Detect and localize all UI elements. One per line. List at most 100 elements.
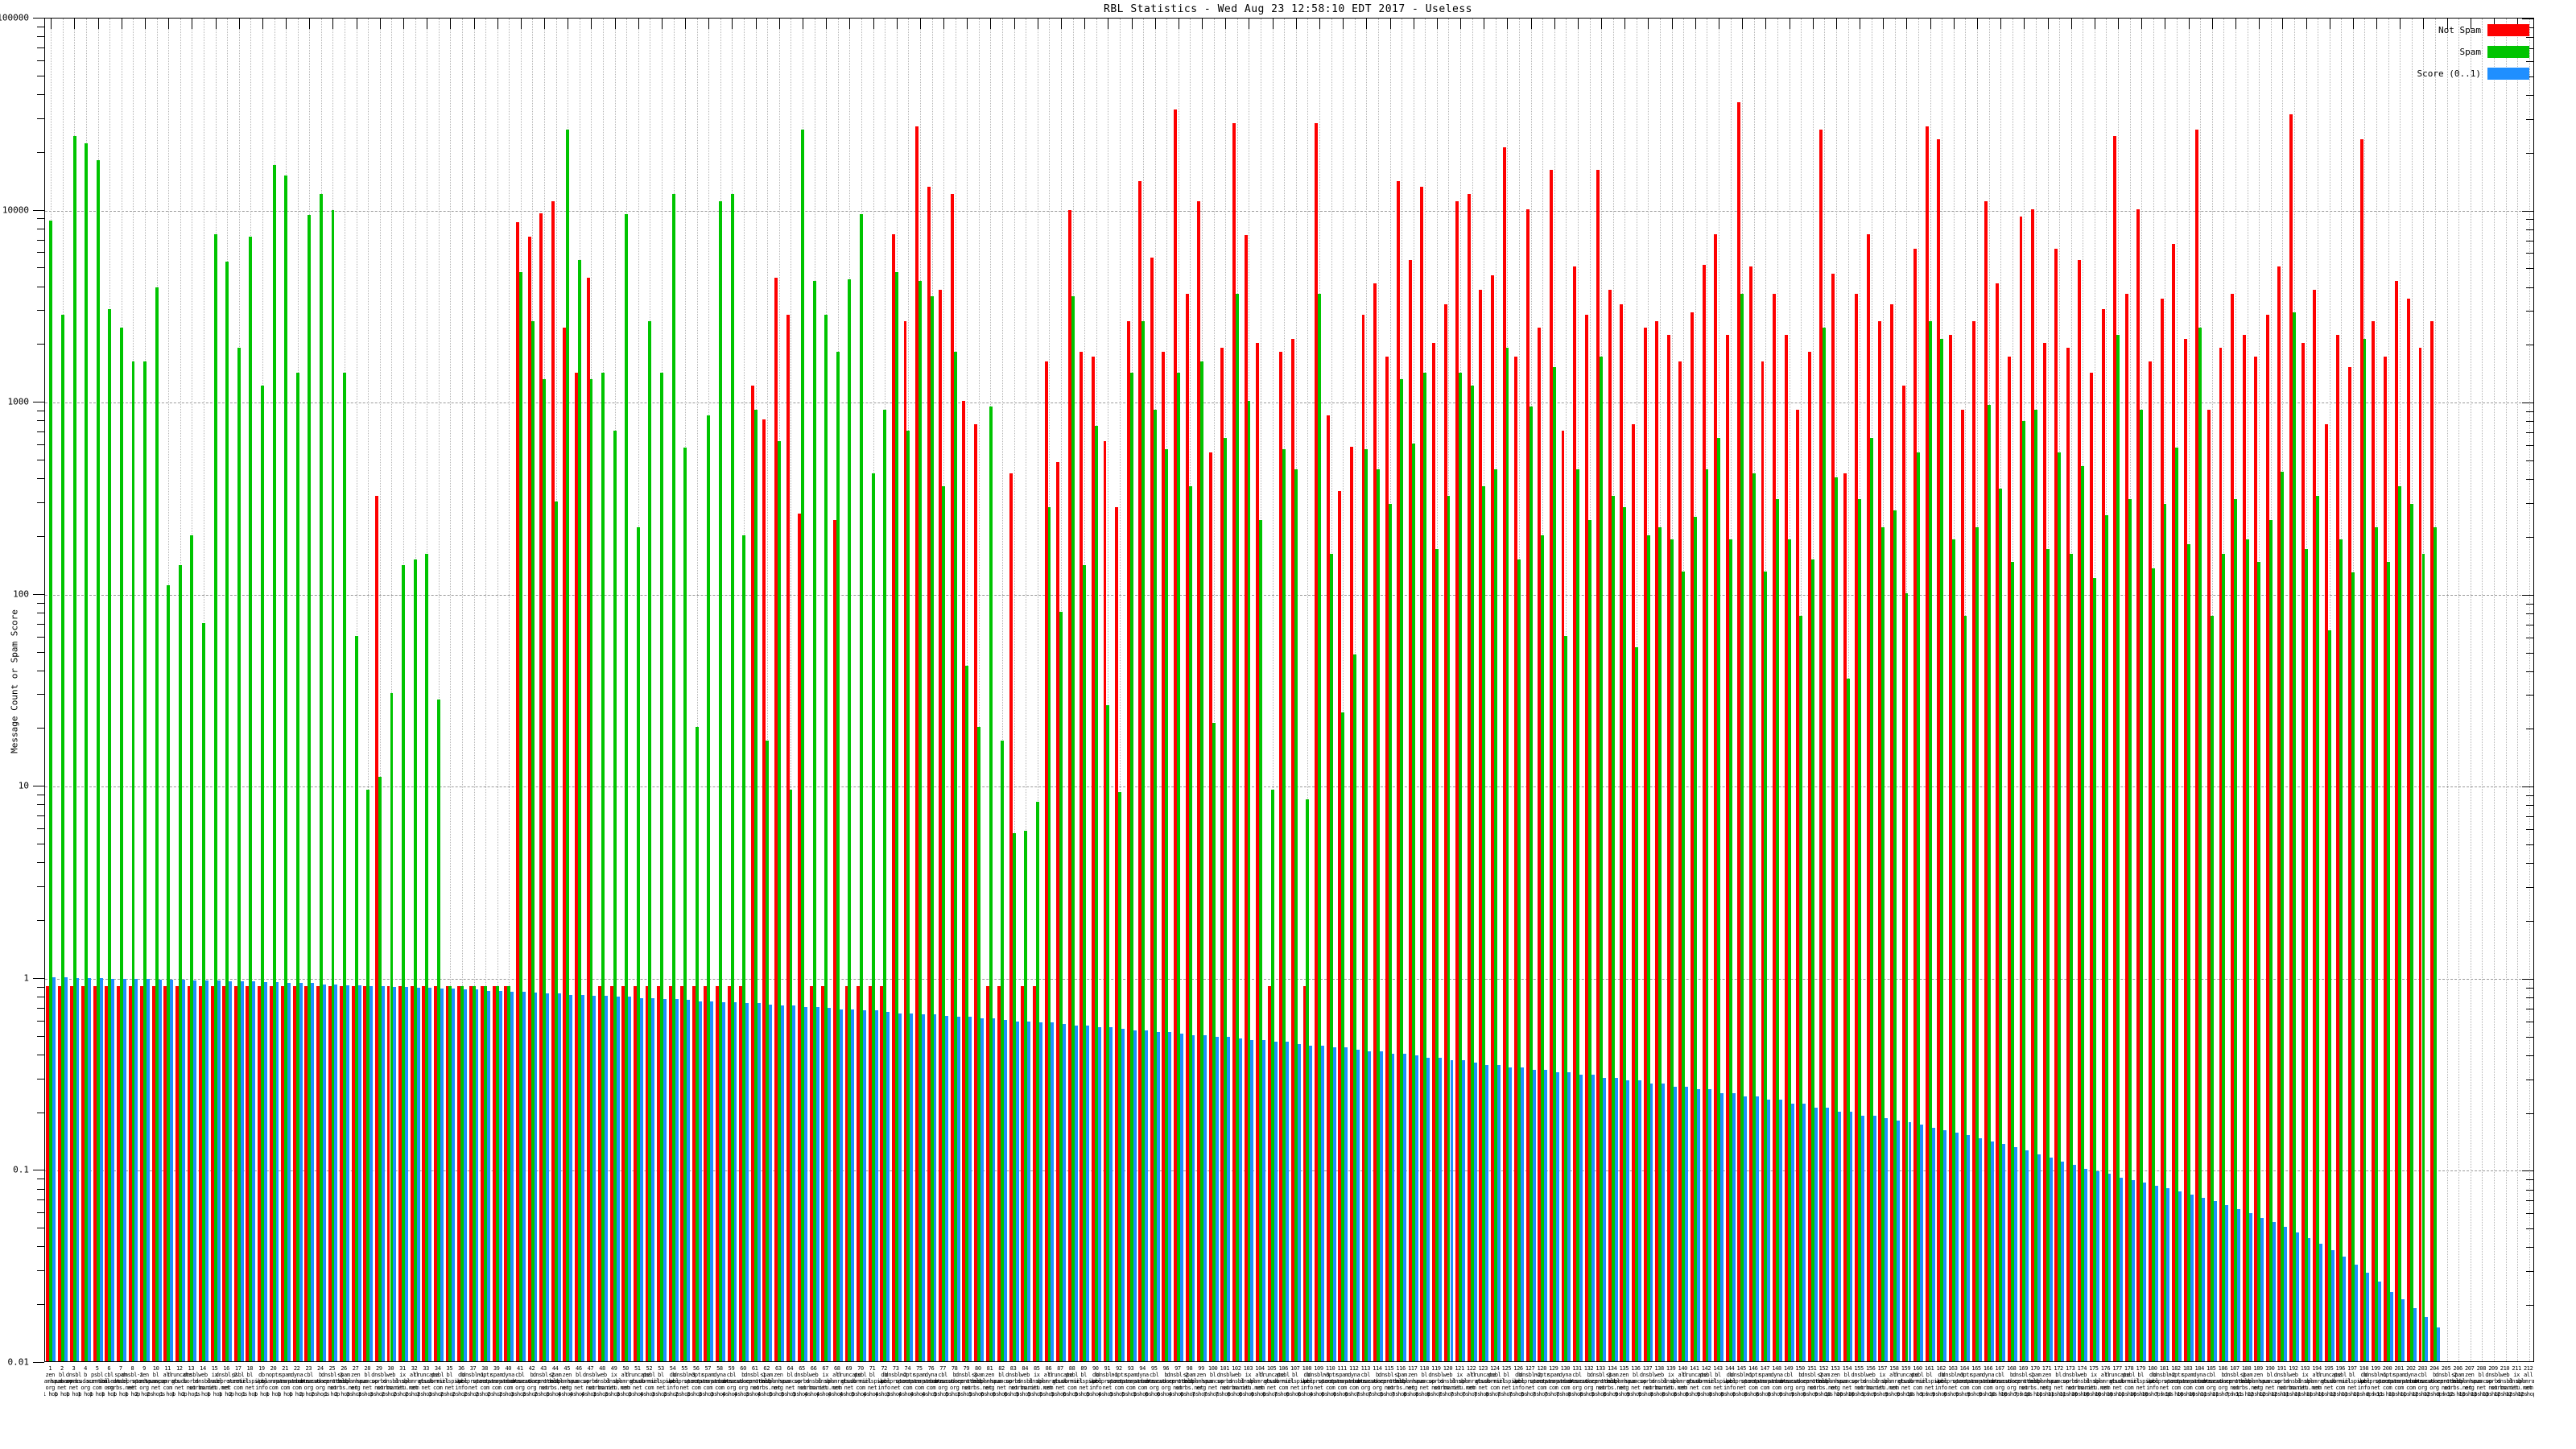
bar-score xyxy=(1532,1069,1536,1361)
y-axis-tick-minor xyxy=(37,1007,44,1009)
y-axis-tick-major xyxy=(33,593,44,595)
x-axis-tick xyxy=(2259,19,2260,29)
bar-spam xyxy=(2069,554,2073,1361)
bar-score xyxy=(1744,1096,1748,1361)
x-axis-tick-label: 166 dyna spamrats com 9 hops xyxy=(1975,1365,2000,1397)
bar-score xyxy=(639,997,643,1361)
bar-spam xyxy=(1447,496,1451,1361)
bar-score xyxy=(1133,1030,1137,1361)
bar-spam xyxy=(1212,723,1216,1361)
gridline-vertical xyxy=(544,19,546,1361)
bar-not-spam xyxy=(1855,294,1859,1361)
bar-score xyxy=(88,977,92,1361)
x-axis-tick xyxy=(168,19,170,29)
x-axis-tick xyxy=(1154,19,1156,29)
x-axis-tick-label: 116 spam dnsbl sorbs.net 7 hops xyxy=(1386,1365,1415,1397)
gridline-vertical xyxy=(555,19,557,1361)
gridline-horizontal xyxy=(45,1170,2533,1172)
bar-spam xyxy=(308,215,312,1361)
x-axis-tick-label: 60 b barracudacentral org 4 hops xyxy=(718,1365,768,1397)
bar-score xyxy=(99,977,103,1361)
bar-spam xyxy=(2409,504,2413,1361)
bar-spam xyxy=(1987,405,1991,1361)
bar-score xyxy=(181,980,185,1361)
y-axis-tick-minor-right xyxy=(2526,997,2533,998)
y-axis-tick-minor xyxy=(37,728,44,729)
y-axis-title: Message Count or Spam Score xyxy=(9,609,20,753)
bar-spam xyxy=(1294,469,1298,1361)
y-axis-tick-label: 100 xyxy=(13,588,29,600)
gridline-vertical xyxy=(215,19,217,1361)
bar-not-spam xyxy=(1937,139,1941,1361)
x-axis-tick-label: 153 zen spamhaus org 10 hops xyxy=(1823,1365,1848,1397)
y-axis-tick-minor xyxy=(37,1188,44,1190)
gridline-vertical xyxy=(1202,19,1203,1361)
gridline-vertical xyxy=(2388,19,2389,1361)
bar-score xyxy=(2084,1169,2088,1361)
bar-not-spam xyxy=(997,985,1001,1361)
bar-not-spam xyxy=(175,985,179,1361)
bar-spam xyxy=(2058,452,2062,1361)
gridline-vertical xyxy=(2000,19,2002,1361)
bar-spam xyxy=(1200,361,1204,1361)
y-axis-tick-minor-right xyxy=(2526,268,2533,270)
x-axis-tick-label: 189 zen spamhaus org 12 hops xyxy=(2245,1365,2271,1397)
bar-not-spam xyxy=(151,985,155,1361)
legend: Not Spam Spam Score (0..1) xyxy=(2320,24,2529,80)
y-axis-tick-minor-right xyxy=(2526,287,2533,288)
bar-not-spam xyxy=(1972,321,1976,1361)
bar-not-spam xyxy=(1761,361,1765,1361)
bar-score xyxy=(510,991,514,1361)
y-axis-tick-minor xyxy=(37,623,44,625)
y-axis-tick-minor xyxy=(37,1020,44,1022)
legend-label: Not Spam xyxy=(2438,25,2481,35)
bar-not-spam xyxy=(340,985,344,1361)
y-axis-tick-minor-right xyxy=(2526,1189,2533,1191)
bar-not-spam xyxy=(2054,249,2058,1361)
legend-score: Score (0..1) xyxy=(2417,68,2529,80)
bar-score xyxy=(675,998,679,1361)
bar-score xyxy=(1414,1055,1418,1361)
bar-spam xyxy=(1552,367,1556,1361)
x-axis-tick-label: 162 db wpbl info 9 hops xyxy=(1931,1365,1951,1397)
y-axis-tick-minor-right xyxy=(2526,152,2533,154)
legend-label: Score (0..1) xyxy=(2417,68,2481,79)
bar-not-spam xyxy=(1080,352,1084,1361)
bar-not-spam xyxy=(1103,440,1107,1361)
bar-score xyxy=(698,1001,702,1361)
gridline-vertical xyxy=(391,19,393,1361)
y-axis-tick-minor xyxy=(37,502,44,503)
bar-score xyxy=(1309,1045,1313,1361)
gridline-vertical xyxy=(450,19,452,1361)
bar-score xyxy=(1802,1103,1806,1361)
y-axis-tick-minor-right xyxy=(2526,695,2533,696)
x-axis-tick-label: 144 db wpbl info 8 hops xyxy=(1720,1365,1740,1397)
bar-score xyxy=(1391,1053,1395,1361)
bar-score xyxy=(628,997,632,1361)
gridline-vertical xyxy=(2341,19,2343,1361)
bar-not-spam xyxy=(1373,283,1377,1361)
x-axis-tick xyxy=(379,19,381,29)
gridline-vertical xyxy=(1918,19,1920,1361)
y-axis-tick-minor xyxy=(37,93,44,95)
bar-spam xyxy=(507,985,511,1361)
gridline-vertical xyxy=(1883,19,1885,1361)
bar-score xyxy=(1521,1067,1524,1361)
x-axis-tick-label: 212 all spamrats com 12 hops xyxy=(2516,1365,2534,1397)
x-axis-tick-label: 150 b barracudacentral org 9 hops xyxy=(1775,1365,1825,1397)
bar-score xyxy=(757,1003,761,1361)
x-axis-tick xyxy=(2070,19,2072,29)
x-axis-tick-label: 96 b barracudacentral org 6 hops xyxy=(1141,1365,1191,1397)
x-axis-tick-label: 104 all spamrats com 6 hops xyxy=(1247,1365,1273,1397)
x-axis-tick xyxy=(2047,19,2049,29)
bar-score xyxy=(522,991,526,1361)
x-axis-tick xyxy=(638,19,639,29)
bar-not-spam xyxy=(1479,289,1483,1361)
bar-score xyxy=(992,1018,996,1361)
x-axis-tick xyxy=(1436,19,1438,29)
bar-not-spam xyxy=(422,985,426,1361)
x-axis-tick-label: 47 dnsbl sorbs net 4 hops xyxy=(580,1365,600,1397)
x-axis-tick-label: 193 ix dnsbl manitu.net 11 hops xyxy=(2289,1365,2321,1397)
bar-score xyxy=(910,1013,914,1361)
bar-score xyxy=(945,1015,949,1361)
